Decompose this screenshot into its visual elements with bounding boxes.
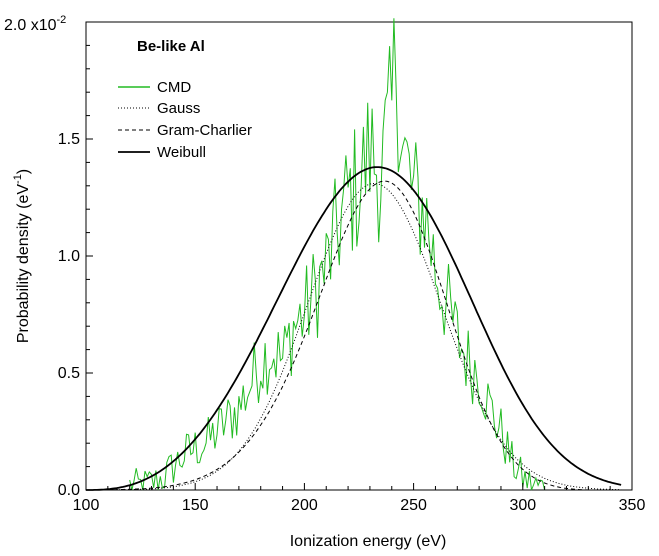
x-tick-label: 300	[509, 497, 536, 514]
legend-label-weibull: Weibull	[157, 144, 206, 161]
series-line-cmd	[129, 18, 546, 491]
y-tick-label: 0.0	[58, 482, 80, 499]
y-tick-label: 1.0	[58, 248, 80, 265]
ticks-layer: 100 150 200 250 300 350 0.0 0.5 1.0 1.5	[58, 44, 646, 514]
y-tick-label: 0.5	[58, 365, 80, 382]
x-axis-title: Ionization energy (eV)	[290, 533, 447, 550]
annotation-label: Be-like Al	[137, 38, 205, 55]
x-tick-label: 350	[619, 497, 646, 514]
series-line-gauss	[86, 182, 622, 491]
y-axis-title: Probability density (eV-1)	[12, 169, 32, 343]
x-tick-label: 200	[291, 497, 318, 514]
series-line-gram-charlier	[86, 180, 622, 491]
y-multiplier: 2.0 x10-2	[4, 14, 66, 34]
series-layer	[86, 18, 622, 491]
y-tick-label: 1.5	[58, 131, 80, 148]
legend-label-cmd: CMD	[157, 79, 191, 96]
legend: CMD Gauss Gram-Charlier Weibull	[118, 79, 252, 161]
legend-label-gauss: Gauss	[157, 100, 200, 117]
legend-label-gram-charlier: Gram-Charlier	[157, 122, 252, 139]
x-tick-label: 150	[182, 497, 209, 514]
x-tick-label: 100	[73, 497, 100, 514]
x-tick-label: 250	[400, 497, 427, 514]
series-line-weibull	[86, 166, 622, 491]
